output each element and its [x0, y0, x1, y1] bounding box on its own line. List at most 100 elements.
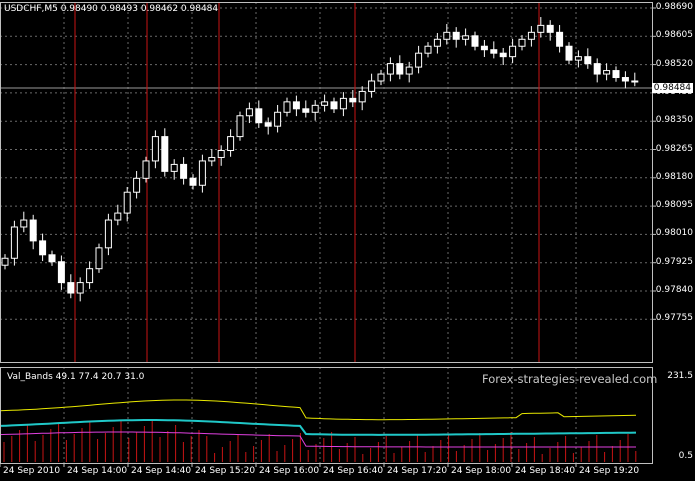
- price-tick-label: 0.97925: [655, 256, 693, 267]
- indicator-border: [0, 367, 653, 464]
- candle-body: [208, 156, 216, 162]
- candle-body: [10, 226, 18, 259]
- candle-body: [142, 160, 150, 179]
- candle-body: [527, 31, 535, 40]
- chart-title: USDCHF,M5 0.98490 0.98493 0.98462 0.9848…: [4, 4, 218, 14]
- candle-body: [1, 257, 9, 266]
- current-price-label: 0.98484: [651, 83, 693, 93]
- candle-body: [95, 247, 103, 270]
- candle-body: [339, 97, 347, 110]
- candle-body: [114, 212, 122, 221]
- candle-body: [358, 90, 366, 103]
- price-tick-label: 0.98095: [655, 200, 693, 211]
- signal-vertical-lines: [74, 2, 540, 362]
- time-tick-label: 24 Sep 19:20: [579, 466, 640, 476]
- candle-body: [386, 63, 394, 75]
- candle-body: [20, 219, 28, 228]
- candle-body: [603, 70, 611, 75]
- candle-body: [368, 80, 376, 92]
- candle-body: [86, 268, 94, 284]
- candle-body: [255, 108, 263, 124]
- grid: [0, 2, 652, 463]
- price-tick-label: 0.98520: [655, 58, 693, 69]
- candle-body: [349, 97, 357, 103]
- indicator-values: 49.1 77.4 20.7 31.0: [55, 372, 145, 382]
- candle-body: [104, 219, 112, 249]
- candle-body: [490, 49, 498, 54]
- time-tick-label: 24 Sep 17:20: [387, 466, 448, 476]
- candle-body: [39, 240, 47, 256]
- candle-body: [405, 66, 413, 75]
- time-tick-label: 24 Sep 16:00: [259, 466, 320, 476]
- candle-body: [227, 136, 235, 152]
- candle-body: [180, 163, 188, 179]
- candle-body: [499, 52, 507, 58]
- candle-body: [330, 101, 338, 110]
- candle-body: [274, 111, 282, 127]
- main-chart-border: [0, 2, 653, 363]
- candle-body: [264, 122, 272, 127]
- candle-body: [292, 101, 300, 110]
- candle-body: [283, 101, 291, 113]
- candle-body: [29, 219, 37, 242]
- candle-body: [471, 35, 479, 47]
- indicator-scale-min: 0.5: [678, 451, 693, 461]
- price-tick-label: 0.98010: [655, 228, 693, 239]
- candle-body: [574, 56, 582, 61]
- time-tick-label: 24 Sep 18:40: [515, 466, 576, 476]
- candle-body: [631, 80, 639, 83]
- time-tick-label: 24 Sep 14:40: [131, 466, 192, 476]
- candle-body: [311, 104, 319, 113]
- band-lower-line: [0, 431, 636, 448]
- candles: [1, 17, 639, 302]
- candle-body: [556, 31, 564, 47]
- candle-body: [593, 63, 601, 75]
- candle-body: [48, 254, 56, 263]
- candle-body: [57, 261, 65, 284]
- time-tick-label: 24 Sep 16:40: [323, 466, 384, 476]
- candle-body: [546, 24, 554, 33]
- watermark: Forex-strategies-revealed.com: [482, 372, 658, 386]
- time-tick-label: 24 Sep 2010: [3, 466, 61, 476]
- price-tick-label: 0.98605: [655, 30, 693, 41]
- band-middle-line: [0, 419, 637, 436]
- candle-body: [76, 282, 84, 294]
- candle-body: [377, 73, 385, 82]
- price-tick-label: 0.98690: [655, 2, 693, 12]
- candle-body: [123, 191, 131, 214]
- candle-body: [584, 56, 592, 65]
- price-tick-label: 0.98180: [655, 171, 693, 182]
- price-tick-label: 0.97755: [655, 313, 693, 324]
- candle-body: [170, 163, 178, 172]
- candle-body: [321, 101, 329, 106]
- indicator-bands: [0, 399, 637, 448]
- candle-body: [480, 45, 488, 51]
- candle-body: [565, 45, 573, 61]
- indicator-title: Val_Bands 49.1 77.4 20.7 31.0: [7, 372, 144, 382]
- chart-frame: [0, 2, 656, 467]
- candle-body: [415, 52, 423, 68]
- indicator-name: Val_Bands: [7, 372, 53, 382]
- indicator-histogram: [3, 420, 637, 462]
- time-tick-label: 24 Sep 15:20: [195, 466, 256, 476]
- ohlc-values: 0.98490 0.98493 0.98462 0.98484: [60, 4, 219, 14]
- candle-body: [245, 108, 253, 117]
- candle-body: [67, 282, 75, 294]
- band-upper-line: [0, 399, 637, 421]
- candle-body: [236, 115, 244, 138]
- candle-body: [198, 160, 206, 186]
- time-tick-label: 24 Sep 14:00: [67, 466, 128, 476]
- candle-body: [217, 150, 225, 158]
- candle-body: [302, 108, 310, 113]
- candle-body: [621, 77, 629, 82]
- candle-body: [161, 136, 169, 172]
- candle-body: [612, 70, 620, 79]
- time-tick-label: 24 Sep 18:00: [451, 466, 512, 476]
- symbol-title: USDCHF,M5: [4, 4, 58, 14]
- price-tick-label: 0.98265: [655, 143, 693, 154]
- candle-body: [537, 24, 545, 33]
- candle-body: [509, 45, 517, 58]
- indicator-scale-max: 231.5: [667, 371, 693, 381]
